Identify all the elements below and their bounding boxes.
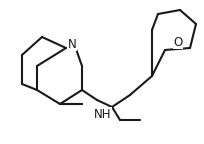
Text: NH: NH <box>94 108 112 121</box>
Text: O: O <box>173 36 183 49</box>
Text: N: N <box>68 37 76 51</box>
